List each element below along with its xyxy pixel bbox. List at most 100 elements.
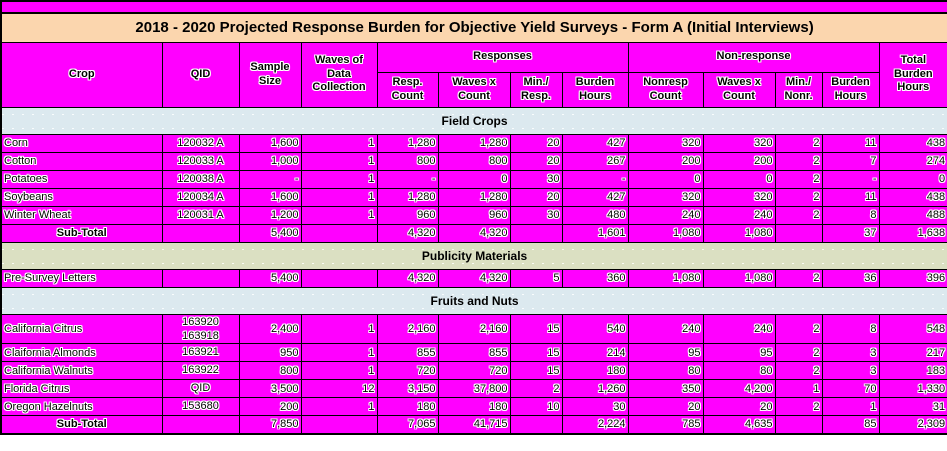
cell: 7,065: [376, 415, 439, 435]
cell: 36: [821, 268, 880, 288]
cell: 1: [300, 151, 378, 171]
cell: [774, 415, 823, 435]
section-title: Publicity Materials: [0, 241, 947, 270]
cell: 5,400: [238, 223, 302, 243]
section-header-row: Field Crops: [0, 106, 947, 135]
cell: -: [376, 169, 439, 189]
cell: 1: [774, 379, 823, 399]
cell: 95: [702, 343, 776, 363]
cell: [509, 223, 563, 243]
header-row-groups: Crop QID Sample Size Waves of Data Colle…: [0, 41, 947, 108]
cell: 11: [821, 133, 880, 153]
table-row: Oregon Hazelnuts 153680 200 1 180 180 10 30 20 20…: [0, 397, 947, 417]
cell: 5,400: [238, 268, 302, 288]
cell: 1,080: [627, 223, 704, 243]
title-row: 2018 - 2020 Projected Response Burden fo…: [0, 12, 947, 43]
col-header-nonresp-burden-hours: Burden Hours: [821, 71, 880, 108]
cell: 1: [300, 169, 378, 189]
cell: 7,850: [238, 415, 302, 435]
cell: 120033 A: [161, 151, 240, 171]
cell: 80: [627, 361, 704, 381]
col-header-min-resp: Min./ Resp.: [509, 71, 563, 108]
cell: 240: [702, 205, 776, 225]
cell: 0: [627, 169, 704, 189]
cell: 785: [627, 415, 704, 435]
cell: 4,320: [437, 223, 511, 243]
cell: 3,500: [238, 379, 302, 399]
cell: Pre-Survey Letters: [0, 268, 163, 288]
cell: 240: [627, 313, 704, 345]
cell: 1: [300, 397, 378, 417]
cell: 11: [821, 187, 880, 207]
cell: 240: [627, 205, 704, 225]
subtotal-row: Sub-Total 7,850 7,065 41,715 2,224 785 4,635 85…: [0, 415, 947, 435]
cell: 2: [774, 205, 823, 225]
cell: 183: [878, 361, 947, 381]
cell: 3,150: [376, 379, 439, 399]
cell: 7: [821, 151, 880, 171]
cell: 10: [509, 397, 563, 417]
cell: [300, 268, 378, 288]
cell: 120034 A: [161, 187, 240, 207]
col-header-waves: Waves of Data Collection: [300, 41, 378, 108]
cell: 1,080: [702, 223, 776, 243]
cell: 274: [878, 151, 947, 171]
cell: 427: [561, 187, 629, 207]
section-header-row: Publicity Materials: [0, 241, 947, 270]
table-row: Corn 120032 A 1,600 1 1,280 1,280 20 427 320 320 2…: [0, 133, 947, 153]
cell: 200: [238, 397, 302, 417]
table-row: Florida Citrus QID 3,500 12 3,150 37,800 2 1,26…: [0, 379, 947, 399]
cell: 20: [702, 397, 776, 417]
cell: -: [561, 169, 629, 189]
cell: 217: [878, 343, 947, 363]
cell: 30: [561, 397, 629, 417]
table-row: Potatoes 120038 A -1-0 30-0 0 2-0: [0, 169, 947, 189]
cell: 20: [627, 397, 704, 417]
col-header-crop: Crop: [0, 41, 163, 108]
cell: 1,080: [702, 268, 776, 288]
col-header-total-burden: Total Burden Hours: [878, 41, 947, 108]
cell: Corn: [0, 133, 163, 153]
cell: 163920 163918: [161, 313, 240, 345]
cell: 960: [437, 205, 511, 225]
cell: 2,160: [376, 313, 439, 345]
table-row: California Citrus 163920 163918 2,400 1 2,16…: [0, 313, 947, 345]
cell: 153680: [161, 397, 240, 417]
cell: 2: [774, 343, 823, 363]
cell: Soybeans: [0, 187, 163, 207]
cell: 267: [561, 151, 629, 171]
cell: 85: [821, 415, 880, 435]
col-header-resp-burden-hours: Burden Hours: [561, 71, 629, 108]
cell: 320: [702, 187, 776, 207]
cell: California Citrus: [0, 313, 163, 345]
cell: 0: [878, 169, 947, 189]
cell: 80: [702, 361, 776, 381]
cell: 37,800: [437, 379, 511, 399]
cell: 1,260: [561, 379, 629, 399]
cell: Winter Wheat: [0, 205, 163, 225]
cell: 1,280: [437, 133, 511, 153]
col-group-responses: Responses: [376, 41, 629, 73]
cell: [774, 223, 823, 243]
cell: California Walnuts: [0, 361, 163, 381]
cell: 2: [774, 187, 823, 207]
cell: 0: [437, 169, 511, 189]
cell: 800: [437, 151, 511, 171]
cell: 4,635: [702, 415, 776, 435]
col-header-qid: QID: [161, 41, 240, 108]
cell: 1,000: [238, 151, 302, 171]
cell: 438: [878, 133, 947, 153]
header-row-sub: Resp. Count Waves x Count Min./ Resp. Bu…: [1, 71, 947, 108]
col-header-min-nonr: Min./ Nonr.: [774, 71, 823, 108]
cell: 8: [821, 205, 880, 225]
cell: 427: [561, 133, 629, 153]
cell: 20: [509, 187, 563, 207]
cell: Potatoes: [0, 169, 163, 189]
col-header-nonresp-waves-x-count: Waves x Count: [702, 71, 776, 108]
cell: 4,320: [437, 268, 511, 288]
cell: 1,280: [376, 187, 439, 207]
cell: 2: [774, 397, 823, 417]
cell: Florida Citrus: [0, 379, 163, 399]
cell: [161, 223, 240, 243]
cell: 2,160: [437, 313, 511, 345]
